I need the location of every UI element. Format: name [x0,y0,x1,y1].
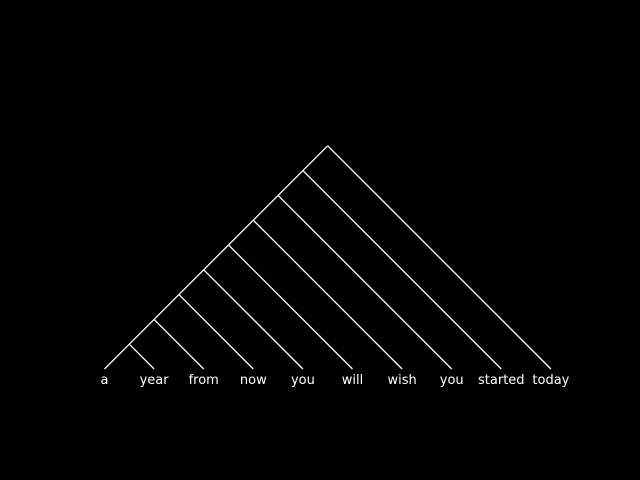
branch-left-1 [104,343,130,370]
leaf-label: you [440,373,464,388]
branch-left-5 [203,244,229,271]
leaf-label: a [101,373,109,388]
branch-right-5 [228,244,353,370]
leaf-label: today [532,373,569,388]
branch-left-9 [302,145,329,172]
leaf-label: now [240,373,267,388]
leaf-label: from [189,373,219,388]
leaf-label: wish [387,373,416,388]
leaf-label: will [342,373,363,388]
leaf-labels: a year from now you will wish you started today [101,373,570,388]
branch-right-2 [153,318,205,370]
branch-right-4 [203,269,304,370]
branch-right-1 [128,343,155,370]
branch-left-2 [128,318,155,345]
branch-left-8 [277,170,304,196]
branch-right-8 [302,170,502,370]
branch-right-6 [252,219,403,370]
branch-right-9 [327,145,552,370]
branch-left-3 [153,294,180,320]
branch-left-4 [178,269,205,296]
leaf-label: you [291,373,315,388]
branch-left-7 [252,194,279,221]
leaf-label: year [140,373,170,388]
branch-right-7 [277,194,453,370]
branch-right-3 [178,294,254,370]
branch-left-6 [228,219,254,246]
leaf-label: started [478,373,525,388]
tree-branches [104,145,552,370]
